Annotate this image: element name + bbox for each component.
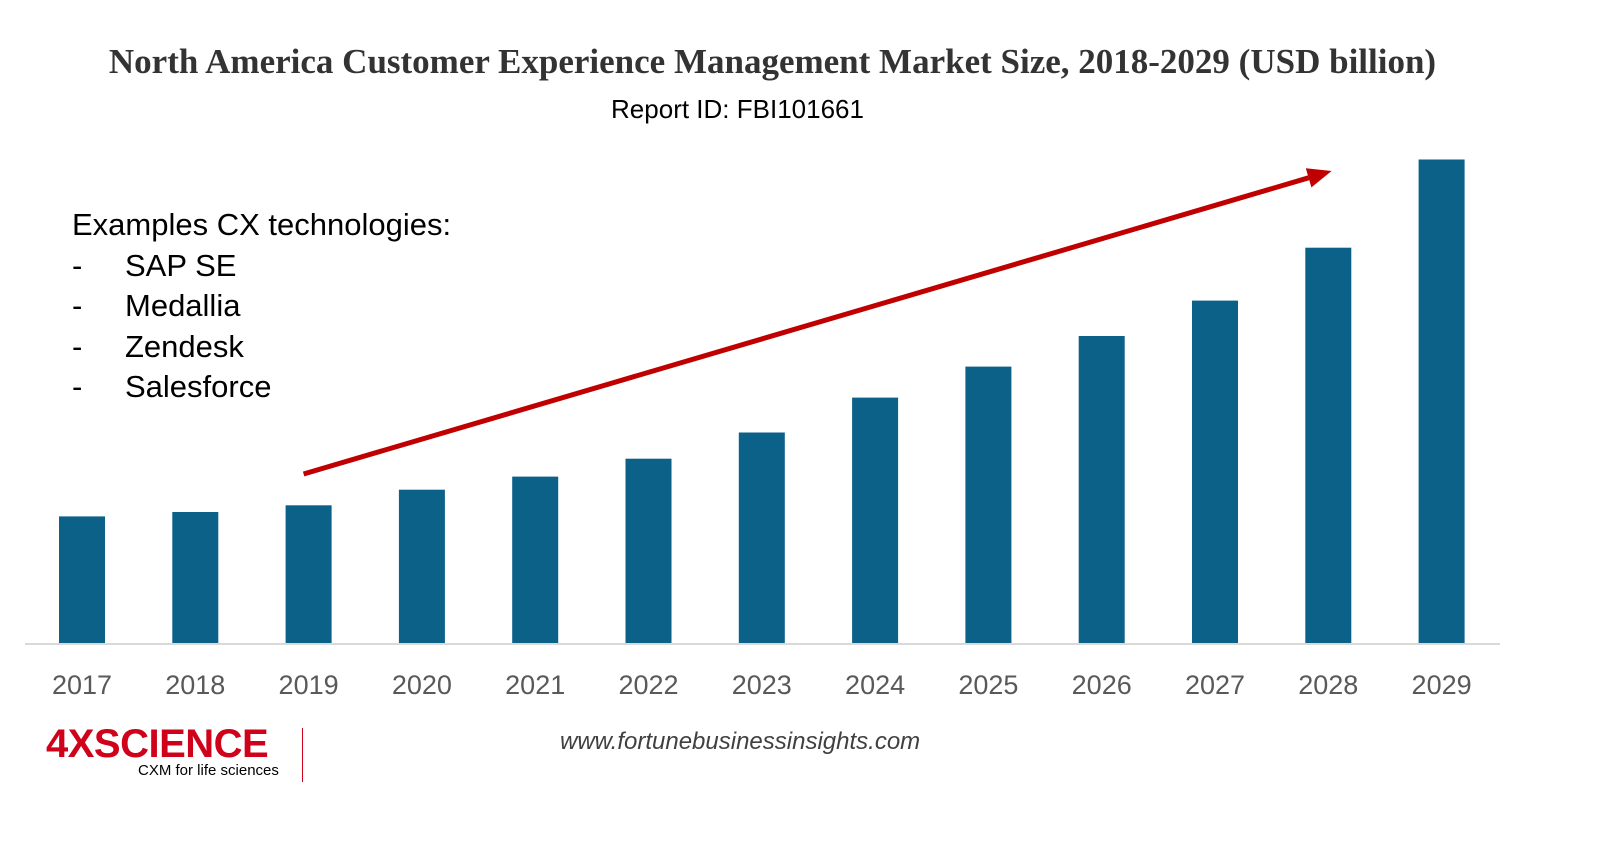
bar-2018 — [172, 512, 219, 643]
examples-annotation: Examples CX technologies: - SAP SE - Medal… — [72, 205, 451, 408]
brand-logo: 4XSCIENCE CXM for life sciences — [46, 722, 306, 782]
examples-item-label: Medallia — [125, 288, 241, 323]
trend-arrow-head — [1305, 168, 1332, 188]
bar-2028 — [1305, 247, 1352, 643]
bar-2026 — [1078, 336, 1125, 643]
x-tick-label-2028: 2028 — [1298, 670, 1358, 700]
examples-item: - Medallia — [72, 286, 451, 327]
x-tick-label-2018: 2018 — [165, 670, 225, 700]
x-tick-label-2022: 2022 — [618, 670, 678, 700]
x-tick-label-2023: 2023 — [732, 670, 792, 700]
brand-divider — [302, 728, 303, 782]
bars-layer — [59, 159, 1465, 643]
x-tick-label-2017: 2017 — [52, 670, 112, 700]
trend-arrow — [302, 168, 1332, 477]
examples-item: - SAP SE — [72, 246, 451, 287]
examples-item-label: SAP SE — [125, 247, 237, 283]
x-tick-label-2027: 2027 — [1185, 670, 1245, 700]
bullet-dash: - — [72, 288, 83, 323]
trend-arrow-shaft — [302, 175, 1310, 477]
bar-2024 — [852, 397, 899, 643]
bar-2023 — [738, 432, 785, 643]
bar-2020 — [398, 489, 445, 643]
x-tick-label-2029: 2029 — [1412, 670, 1472, 700]
bar-2019 — [285, 505, 332, 643]
bar-2021 — [512, 476, 559, 643]
brand-name: 4XSCIENCE — [46, 722, 269, 766]
x-tick-label-2025: 2025 — [958, 670, 1018, 700]
x-tick-label-2026: 2026 — [1072, 670, 1132, 700]
bullet-dash: - — [72, 328, 83, 364]
examples-item-label: Salesforce — [125, 369, 272, 404]
bar-2017 — [59, 516, 105, 643]
x-tick-labels: 2017 2018 2019 2020 2021 2022 2023 2024 2025 2026… — [52, 670, 1472, 700]
x-tick-label-2019: 2019 — [279, 670, 339, 700]
bar-2029 — [1418, 159, 1465, 643]
x-tick-label-2024: 2024 — [845, 670, 905, 700]
chart-subtitle: Report ID: FBI101661 — [611, 94, 864, 124]
bar-2025 — [965, 366, 1012, 643]
bar-2027 — [1192, 300, 1238, 643]
bullet-dash: - — [72, 247, 83, 283]
x-tick-label-2020: 2020 — [392, 670, 452, 700]
examples-item: - Zendesk — [72, 327, 451, 368]
bullet-dash: - — [72, 369, 83, 404]
examples-heading: Examples CX technologies: — [72, 207, 452, 242]
brand-tagline: CXM for life sciences — [138, 762, 279, 779]
bar-2022 — [625, 458, 672, 643]
chart-title: North America Customer Experience Manage… — [108, 42, 1437, 81]
examples-item: - Salesforce — [72, 367, 451, 408]
x-tick-label-2021: 2021 — [505, 670, 565, 700]
source-url: www.fortunebusinessinsights.com — [560, 728, 921, 755]
examples-item-label: Zendesk — [125, 328, 244, 364]
